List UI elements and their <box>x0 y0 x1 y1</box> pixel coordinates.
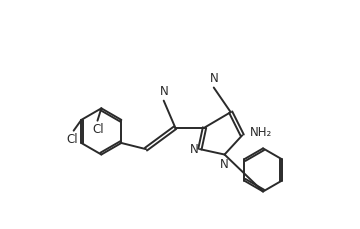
Text: N: N <box>190 143 199 156</box>
Text: NH₂: NH₂ <box>250 126 272 139</box>
Text: Cl: Cl <box>93 123 104 136</box>
Text: N: N <box>220 158 229 171</box>
Text: N: N <box>160 85 169 98</box>
Text: Cl: Cl <box>66 133 78 146</box>
Text: N: N <box>210 72 218 85</box>
